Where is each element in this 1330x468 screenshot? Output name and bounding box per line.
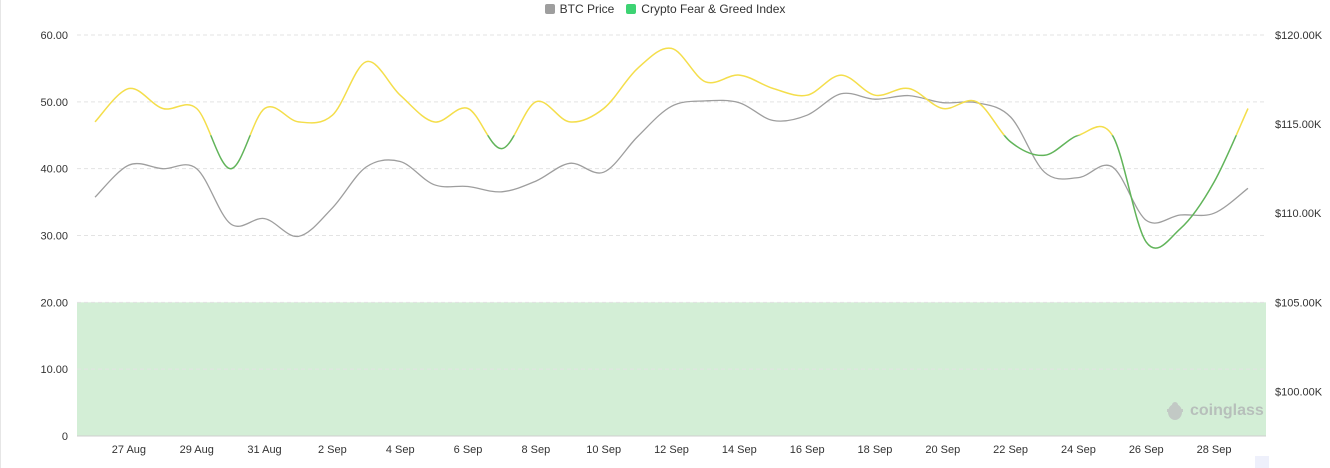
x-tick-9: 14 Sep xyxy=(722,444,757,456)
x-tick-7: 10 Sep xyxy=(586,444,621,456)
x-tick-16: 28 Sep xyxy=(1197,444,1232,456)
y-left-tick-6: 60.00 xyxy=(40,30,68,42)
left-border xyxy=(0,0,1,468)
x-tick-12: 20 Sep xyxy=(925,444,960,456)
y-left-tick-4: 40.00 xyxy=(40,164,68,176)
x-tick-15: 26 Sep xyxy=(1129,444,1164,456)
watermark-text: coinglass xyxy=(1190,402,1264,419)
legend-swatch-fear-greed xyxy=(626,4,637,14)
legend-label-btc: BTC Price xyxy=(559,2,615,16)
legend-swatch-btc xyxy=(544,4,555,14)
x-tick-8: 12 Sep xyxy=(654,444,689,456)
legend-label-fear-greed: Crypto Fear & Greed Index xyxy=(641,2,786,16)
y-right-tick-1: $105.00K xyxy=(1275,297,1323,309)
legend-item-btc-price[interactable]: BTC Price xyxy=(544,2,615,16)
watermark: coinglass xyxy=(1164,398,1268,424)
x-tick-10: 16 Sep xyxy=(790,444,825,456)
x-tick-4: 4 Sep xyxy=(386,444,415,456)
coinglass-logo-icon xyxy=(1167,402,1183,420)
series-line-btc-price xyxy=(94,92,1249,238)
y-right-tick-3: $115.00K xyxy=(1275,119,1322,131)
y-right-tick-2: $110.00K xyxy=(1275,208,1322,220)
series-line-fear-greed-greed xyxy=(94,47,1249,136)
y-right-tick-4: $120.00K xyxy=(1275,30,1323,42)
x-tick-2: 31 Aug xyxy=(247,444,281,456)
y-left-tick-5: 50.00 xyxy=(40,97,68,109)
x-tick-13: 22 Sep xyxy=(993,444,1028,456)
x-tick-3: 2 Sep xyxy=(318,444,347,456)
legend-item-fear-greed[interactable]: Crypto Fear & Greed Index xyxy=(626,2,785,16)
y-right-tick-0: $100.00K xyxy=(1275,386,1323,398)
x-tick-6: 8 Sep xyxy=(521,444,550,456)
x-tick-0: 27 Aug xyxy=(112,444,146,456)
series-line-fear-greed-fear xyxy=(209,135,1238,249)
legend: BTC Price Crypto Fear & Greed Index xyxy=(0,0,1330,18)
x-tick-5: 6 Sep xyxy=(454,444,483,456)
x-tick-1: 29 Aug xyxy=(180,444,214,456)
corner-control[interactable] xyxy=(1255,456,1269,468)
y-left-tick-2: 20.00 xyxy=(40,297,68,309)
y-left-tick-0: 0 xyxy=(62,431,68,443)
x-tick-11: 18 Sep xyxy=(858,444,893,456)
x-tick-14: 24 Sep xyxy=(1061,444,1096,456)
y-left-tick-1: 10.00 xyxy=(40,364,68,376)
y-left-tick-3: 30.00 xyxy=(40,231,68,243)
